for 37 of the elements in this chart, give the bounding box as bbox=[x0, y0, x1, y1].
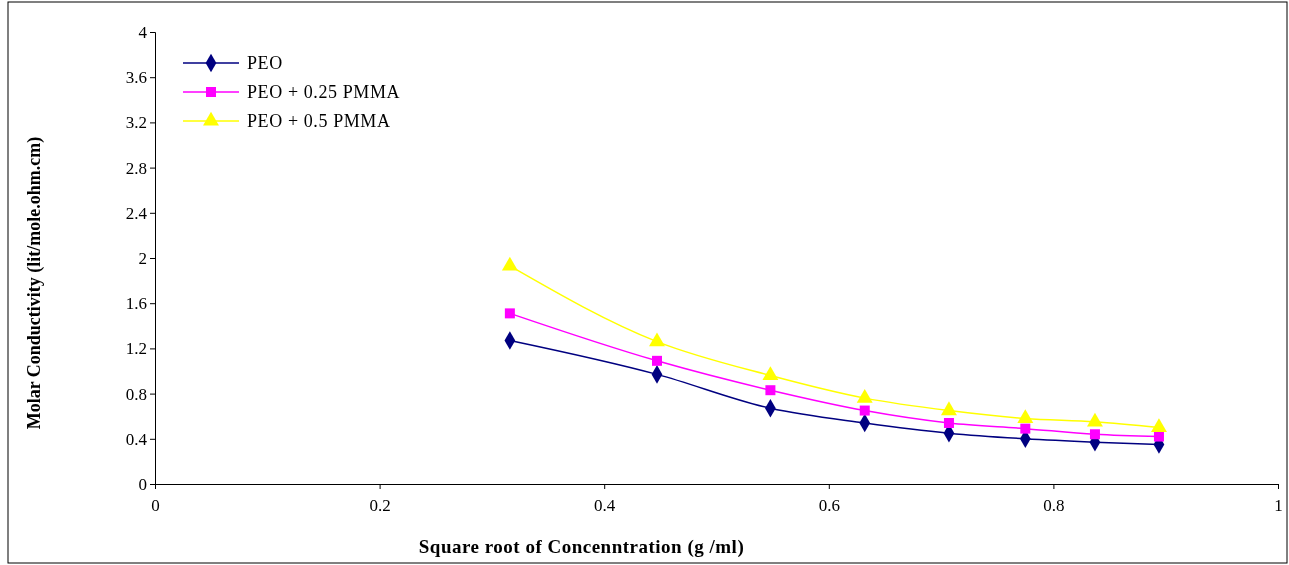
y-tick-label: 0.8 bbox=[125, 384, 147, 404]
point bbox=[1020, 423, 1031, 434]
x-tick-label: 0.4 bbox=[594, 495, 616, 515]
x-tick-label: 0.8 bbox=[1043, 495, 1065, 515]
point bbox=[762, 366, 779, 381]
point bbox=[1153, 431, 1164, 442]
point bbox=[765, 385, 776, 396]
x-tick-label: 0.2 bbox=[369, 495, 391, 515]
y-tick-label: 3.6 bbox=[125, 68, 147, 88]
point bbox=[1089, 429, 1100, 440]
point bbox=[504, 308, 515, 319]
point bbox=[859, 405, 870, 416]
point bbox=[1017, 409, 1034, 424]
x-tick-label: 0.6 bbox=[818, 495, 840, 515]
point bbox=[1150, 418, 1167, 433]
y-tick-label: 2.4 bbox=[125, 203, 148, 223]
point bbox=[856, 388, 873, 403]
point bbox=[1086, 412, 1103, 427]
legend-label: PEO + 0.25 PMMA bbox=[247, 82, 401, 102]
point bbox=[943, 417, 954, 428]
point bbox=[501, 256, 518, 271]
x-axis-title: Square root of Concenntration (g /ml) bbox=[418, 536, 745, 558]
y-tick-label: 3.2 bbox=[125, 113, 147, 133]
x-tick-label: 1 bbox=[1274, 495, 1283, 515]
y-tick-label: 1.2 bbox=[125, 339, 147, 359]
y-tick-label: 2.8 bbox=[125, 158, 147, 178]
legend-label: PEO bbox=[247, 53, 283, 73]
y-tick-label: 2 bbox=[138, 248, 147, 268]
point bbox=[649, 332, 665, 347]
point bbox=[940, 401, 957, 416]
legend-label: PEO + 0.5 PMMA bbox=[247, 111, 391, 131]
y-tick-label: 4 bbox=[138, 22, 148, 42]
y-axis-title: Molar Conductivity (lit/mole.ohm.cm) bbox=[24, 136, 45, 430]
y-tick-label: 0 bbox=[138, 474, 147, 494]
y-tick-label: 0.4 bbox=[125, 429, 148, 449]
y-tick-label: 1.6 bbox=[125, 294, 147, 314]
point bbox=[651, 355, 662, 366]
